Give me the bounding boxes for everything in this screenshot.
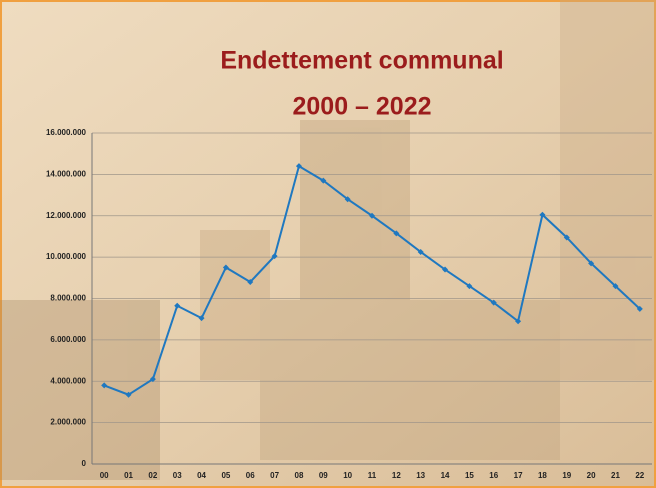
- x-tick-label: 06: [246, 471, 255, 480]
- x-tick-label: 03: [173, 471, 182, 480]
- chart-title: Endettement communal: [220, 47, 503, 75]
- x-tick-label: 17: [514, 471, 523, 480]
- x-tick-label: 01: [124, 471, 133, 480]
- x-tick-label: 02: [148, 471, 157, 480]
- x-tick-label: 13: [416, 471, 425, 480]
- x-tick-label: 04: [197, 471, 206, 480]
- x-tick-label: 15: [465, 471, 474, 480]
- x-tick-label: 22: [635, 471, 644, 480]
- x-tick-label: 12: [392, 471, 401, 480]
- x-tick-label: 00: [100, 471, 109, 480]
- x-tick-label: 20: [587, 471, 596, 480]
- y-tick-label: 2.000.000: [50, 418, 86, 427]
- chart-subtitle: 2000 – 2022: [292, 93, 431, 121]
- y-tick-label: 4.000.000: [50, 376, 86, 385]
- x-tick-label: 16: [489, 471, 498, 480]
- x-tick-label: 19: [562, 471, 571, 480]
- x-tick-label: 08: [295, 471, 304, 480]
- x-tick-label: 11: [368, 471, 377, 480]
- y-tick-label: 8.000.000: [50, 294, 86, 303]
- chart: Endettement communal 2000 – 2022 0 2.000.…: [0, 0, 656, 488]
- x-tick-label: 21: [611, 471, 620, 480]
- x-tick-label: 09: [319, 471, 328, 480]
- x-tick-label: 05: [221, 471, 230, 480]
- y-tick-label: 10.000.000: [46, 252, 87, 261]
- y-tick-label: 12.000.000: [46, 211, 87, 220]
- x-tick-label: 14: [441, 471, 450, 480]
- y-tick-label: 16.000.000: [46, 128, 87, 137]
- x-tick-label: 10: [343, 471, 352, 480]
- x-tick-label: 18: [538, 471, 547, 480]
- y-tick-label: 0: [82, 459, 87, 468]
- x-tick-label: 07: [270, 471, 279, 480]
- y-tick-label: 14.000.000: [46, 169, 87, 178]
- y-tick-label: 6.000.000: [50, 335, 86, 344]
